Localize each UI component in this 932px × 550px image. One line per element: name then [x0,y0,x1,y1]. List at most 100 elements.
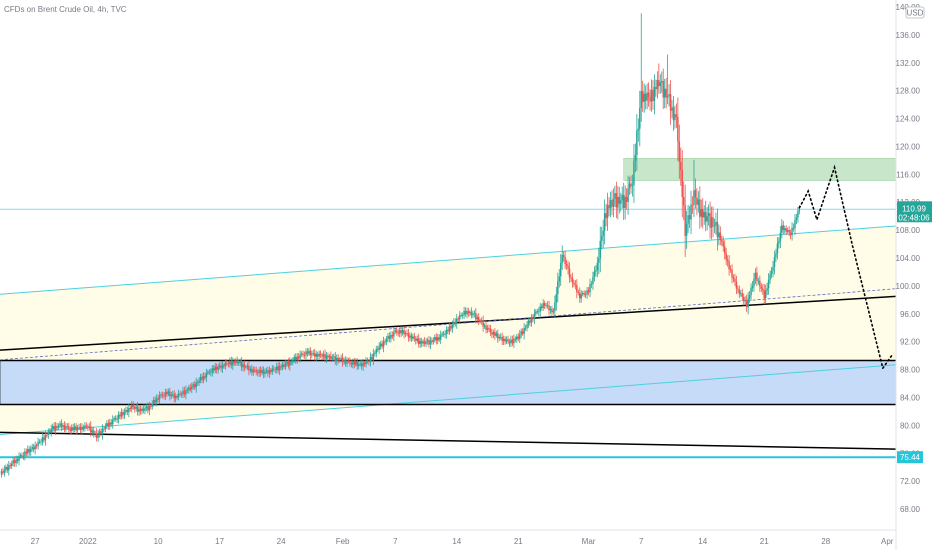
candle-body [226,362,228,364]
candle-body [18,456,20,461]
x-tick-label: 21 [514,537,523,546]
candle-body [182,390,184,395]
candle-body [43,437,45,441]
candle-body [618,196,621,204]
candle-body [327,355,329,358]
candle-body [428,340,430,345]
candle-body [85,425,88,427]
candle-body [776,243,779,254]
candle-body [183,390,186,395]
candle-body [706,216,708,222]
x-tick-label: Mar [582,537,596,546]
candle-body [271,368,274,372]
candle-body [622,194,625,208]
candle-body [680,162,682,171]
candle-body [100,431,102,435]
support-box [0,360,897,405]
candle-body [126,409,129,413]
candle-body [306,351,309,354]
candle-body [740,293,742,295]
candle-body [763,290,765,299]
candle-body [524,327,527,329]
candle-body [735,281,738,289]
y-tick-label: 116.00 [896,170,920,179]
candle-body [32,447,35,450]
candle-body [193,384,196,388]
candle-body [0,471,3,475]
candle-body [469,311,471,314]
candle-body [68,426,70,430]
candle-body [621,194,623,201]
x-tick-label: Apr [881,537,894,546]
y-tick-label: 92.00 [900,338,921,347]
candle-body [177,393,180,398]
candle-body [504,338,506,342]
candle-body [435,337,438,341]
candle-body [198,380,200,383]
candle-body [497,333,499,339]
candle-body [185,389,187,395]
candle-body [605,213,607,219]
candle-body [287,361,290,366]
x-tick-label: 14 [452,537,461,546]
candle-body [409,335,411,338]
candle-body [62,425,64,428]
candle-body [88,426,91,428]
channel-bottom-line [0,364,897,435]
candle-body [179,393,181,395]
y-tick-label: 120.00 [896,142,921,151]
candle-body [41,437,44,442]
candle-body [627,188,629,203]
candle-body [19,455,22,457]
candle-body [357,364,360,366]
candle-body [144,408,146,411]
candle-body [280,366,282,368]
y-tick-label: 104.00 [896,254,921,263]
candle-body [527,320,530,325]
candle-body [671,107,673,111]
candle-body [119,414,121,417]
y-tick-label: 80.00 [900,421,921,430]
candle-body [549,308,552,311]
candle-body [273,368,275,370]
candle-body [262,369,265,375]
candle-body [599,240,602,259]
candle-body [475,313,477,320]
candle-body [644,93,647,101]
last-price-value: 110.99 [902,204,926,213]
candle-body [210,372,212,374]
candle-body [690,204,692,220]
candle-body [595,270,597,272]
candle-body [754,272,757,279]
candle-body [350,363,353,365]
y-tick-label: 88.00 [900,366,921,375]
candle-body [334,356,337,362]
candle-body [25,451,28,454]
candle-body [50,428,52,433]
candle-body [641,91,644,102]
candle-body [639,107,641,129]
candle-body [574,284,577,286]
candle-body [590,283,593,285]
candle-body [466,311,468,315]
candle-body [224,362,227,367]
candle-body [431,340,433,342]
candle-body [797,211,799,218]
candle-body [583,293,585,295]
candle-body [401,330,404,334]
candle-body [387,335,389,340]
candle-body [567,265,569,269]
candle-body [672,107,675,121]
candle-body [31,447,33,450]
candle-body [338,359,341,361]
candle-body [5,467,7,470]
candle-body [223,364,225,367]
candle-body [349,360,351,364]
candle-body [707,213,710,217]
supply-zone [623,158,897,181]
candle-body [523,327,525,334]
candle-body [760,286,763,289]
candle-body [174,395,177,399]
